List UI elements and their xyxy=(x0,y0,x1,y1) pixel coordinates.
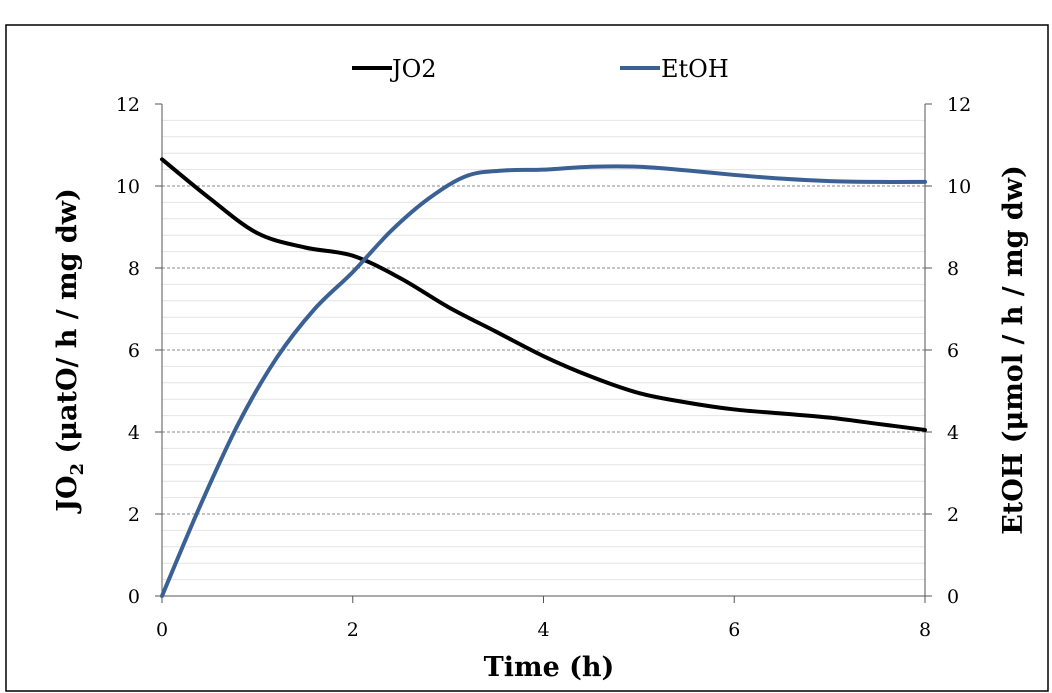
y-tick-label-left: 8 xyxy=(128,258,140,280)
legend-label-etoh: EtOH xyxy=(661,55,729,83)
y-tick-label-left: 10 xyxy=(116,176,140,198)
y-axis-left-title-subscript: 2 xyxy=(67,463,88,476)
x-tick-label: 2 xyxy=(347,619,359,641)
series-lines xyxy=(160,157,927,598)
y-tick-label-left: 0 xyxy=(128,586,140,608)
y-tick-label-right: 4 xyxy=(947,422,959,444)
x-tick-label: 4 xyxy=(537,619,549,641)
y-axis-left-title-main: JO xyxy=(52,475,83,513)
y-tick-label-right: 0 xyxy=(947,586,959,608)
major-grid xyxy=(162,185,925,515)
y-tick-label-left: 2 xyxy=(128,504,140,526)
y-tick-label-right: 8 xyxy=(947,258,959,280)
y-tick-label-right: 6 xyxy=(947,340,959,362)
x-tick-label: 0 xyxy=(156,619,168,641)
y-tick-label-left: 6 xyxy=(128,340,140,362)
x-tick-label: 8 xyxy=(919,619,931,641)
tick-labels: 0 2 4 6 8 10 12 0 2 4 6 8 10 12 0 2 4 6 8 xyxy=(116,94,971,641)
series-line-etoh xyxy=(160,164,927,598)
y-axis-right-title: EtOH (μmol / h / mg dw) xyxy=(998,165,1029,535)
minor-grid xyxy=(162,119,925,581)
series-line-jo2 xyxy=(160,157,927,432)
legend-label-jo2: JO2 xyxy=(389,55,437,83)
y-tick-label-left: 12 xyxy=(116,94,140,116)
y-tick-label-right: 2 xyxy=(947,504,959,526)
x-tick-label: 6 xyxy=(728,619,740,641)
y-axis-left-title-rest: (μatO/ h / mg dw) xyxy=(52,188,83,463)
y-axis-left-title: JO2 (μatO/ h / mg dw) xyxy=(52,188,88,514)
y-tick-label-right: 10 xyxy=(947,176,971,198)
axis-ticks xyxy=(155,103,932,603)
legend: JO2 EtOH xyxy=(352,55,729,83)
y-tick-label-left: 4 xyxy=(128,422,140,444)
y-tick-label-right: 12 xyxy=(947,94,971,116)
x-axis-title: Time (h) xyxy=(484,652,615,683)
